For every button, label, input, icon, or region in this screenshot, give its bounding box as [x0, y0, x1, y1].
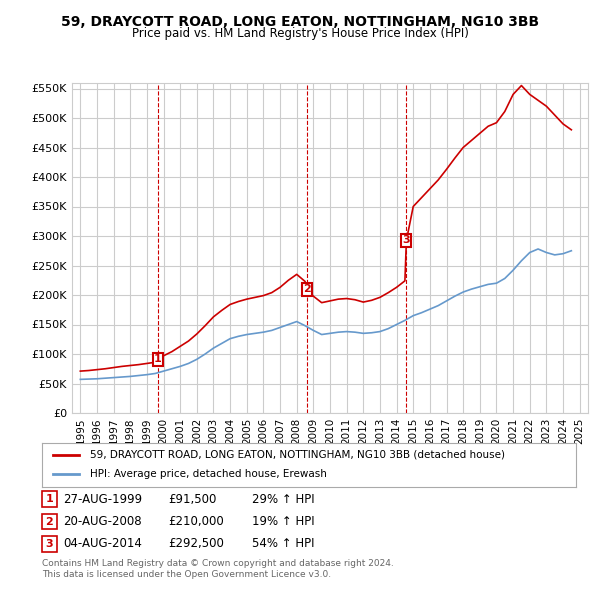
Text: £91,500: £91,500: [168, 493, 217, 506]
Text: Contains HM Land Registry data © Crown copyright and database right 2024.: Contains HM Land Registry data © Crown c…: [42, 559, 394, 568]
Text: 3: 3: [403, 235, 410, 245]
Text: 3: 3: [46, 539, 53, 549]
Text: 27-AUG-1999: 27-AUG-1999: [63, 493, 142, 506]
Text: 2: 2: [304, 284, 311, 294]
FancyBboxPatch shape: [302, 283, 312, 296]
Text: 04-AUG-2014: 04-AUG-2014: [63, 537, 142, 550]
Text: 59, DRAYCOTT ROAD, LONG EATON, NOTTINGHAM, NG10 3BB (detached house): 59, DRAYCOTT ROAD, LONG EATON, NOTTINGHA…: [90, 450, 505, 460]
Text: £210,000: £210,000: [168, 515, 224, 528]
Text: 29% ↑ HPI: 29% ↑ HPI: [252, 493, 314, 506]
Text: 54% ↑ HPI: 54% ↑ HPI: [252, 537, 314, 550]
Text: 19% ↑ HPI: 19% ↑ HPI: [252, 515, 314, 528]
FancyBboxPatch shape: [401, 234, 412, 247]
Text: 2: 2: [46, 517, 53, 526]
Text: HPI: Average price, detached house, Erewash: HPI: Average price, detached house, Erew…: [90, 470, 327, 479]
Text: Price paid vs. HM Land Registry's House Price Index (HPI): Price paid vs. HM Land Registry's House …: [131, 27, 469, 40]
FancyBboxPatch shape: [153, 353, 163, 365]
Text: 59, DRAYCOTT ROAD, LONG EATON, NOTTINGHAM, NG10 3BB: 59, DRAYCOTT ROAD, LONG EATON, NOTTINGHA…: [61, 15, 539, 29]
Text: 1: 1: [154, 354, 161, 364]
Text: This data is licensed under the Open Government Licence v3.0.: This data is licensed under the Open Gov…: [42, 571, 331, 579]
Text: 20-AUG-2008: 20-AUG-2008: [63, 515, 142, 528]
Text: 1: 1: [46, 494, 53, 504]
Text: £292,500: £292,500: [168, 537, 224, 550]
